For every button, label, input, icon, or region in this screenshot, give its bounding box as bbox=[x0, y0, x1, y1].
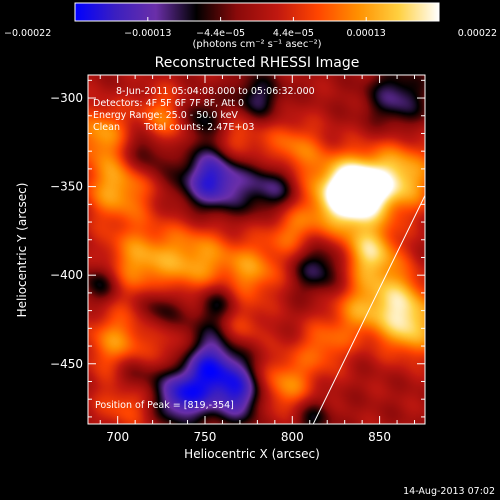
y-tick-label: −300 bbox=[50, 91, 83, 105]
heatmap-image bbox=[88, 75, 425, 424]
limb-line bbox=[312, 195, 425, 424]
colorbar-tick-label: 4.4e−05 bbox=[273, 28, 314, 39]
colorbar-tick-label: 0.00013 bbox=[347, 28, 386, 39]
plot-frame bbox=[87, 74, 426, 425]
colorbar-tick-label: −4.4e−05 bbox=[196, 28, 245, 39]
annotation-total-counts: Total counts: 2.47E+03 bbox=[143, 122, 254, 133]
x-axis: 700 750 800 850 bbox=[99, 75, 416, 444]
annotation-clean: Clean bbox=[93, 122, 120, 133]
colorbar-ticks: −0.00022 −0.00013 −4.4e−05 4.4e−05 0.00013 0.… bbox=[4, 17, 497, 39]
x-tick-label: 850 bbox=[368, 430, 391, 444]
x-tick-label: 800 bbox=[281, 430, 304, 444]
annotation-time-range: 8-Jun-2011 05:04:08.000 to 05:06:32.000 bbox=[116, 86, 315, 97]
y-axis: −300 −350 −400 −450 bbox=[50, 79, 425, 418]
colorbar-tick-label: −0.00022 bbox=[4, 28, 51, 39]
x-tick-label: 700 bbox=[106, 430, 129, 444]
annotation-detectors: Detectors: 4F 5F 6F 7F 8F, Att 0 bbox=[93, 98, 244, 109]
x-tick-label: 750 bbox=[194, 430, 217, 444]
annotation-peak-position: Position of Peak = [819,-354] bbox=[95, 400, 234, 411]
colorbar-unit-label: (photons cm⁻² s⁻¹ asec⁻²) bbox=[192, 39, 321, 50]
colorbar-tick-label: −0.00013 bbox=[124, 28, 171, 39]
y-tick-label: −450 bbox=[50, 357, 83, 371]
chart-title: Reconstructed RHESSI Image bbox=[155, 55, 360, 71]
x-axis-title: Heliocentric X (arcsec) bbox=[184, 447, 320, 461]
y-tick-label: −400 bbox=[50, 268, 83, 282]
colorbar-tick-label: 0.00022 bbox=[458, 28, 497, 39]
annotation-energy-range: Energy Range: 25.0 - 50.0 keV bbox=[93, 110, 238, 121]
colorbar bbox=[74, 2, 440, 22]
y-tick-label: −350 bbox=[50, 180, 83, 194]
y-axis-title: Heliocentric Y (arcsec) bbox=[15, 183, 29, 318]
footer-timestamp: 14-Aug-2013 07:02 bbox=[403, 486, 495, 497]
